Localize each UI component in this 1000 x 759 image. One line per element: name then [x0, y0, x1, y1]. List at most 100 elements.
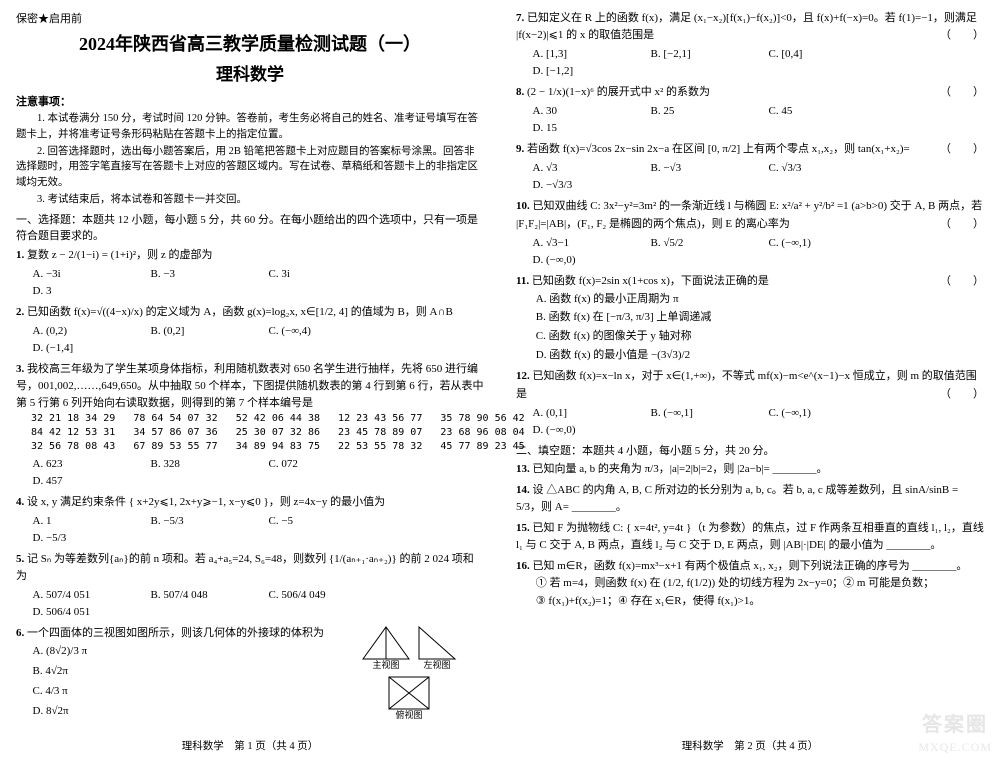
- q1-opt-c: C. 3i: [269, 266, 379, 283]
- title-main: 2024年陕西省高三教学质量检测试题（一）: [16, 30, 484, 56]
- q9-opt-c: C. √3/3: [769, 160, 879, 177]
- page-2: 7. 已知定义在 R 上的函数 f(x)，满足 (x₁−x₂)[f(x₁)−f(…: [500, 0, 1000, 759]
- question-12: 12. 已知函数 f(x)=x−ln x，对于 x∈(1,+∞)，不等式 mf(…: [516, 368, 984, 438]
- q11-opt-b: B. 函数 f(x) 在 [−π/3, π/3] 上单调递减: [536, 308, 984, 327]
- question-6: 主视图 左视图 俯视图 6. 一个四面体的三视图如图所示，则该几何体的外接球的: [16, 625, 484, 721]
- q12-opt-a: A. (0,1]: [533, 405, 643, 422]
- q5-opt-b: B. 507/4 048: [151, 587, 261, 604]
- q12-opt-d: D. (−∞,0): [533, 422, 643, 439]
- q2-opt-a: A. (0,2): [33, 323, 143, 340]
- q11-text: 已知函数 f(x)=2sin x(1+cos x)，下面说法正确的是: [532, 275, 769, 287]
- secret-mark: 保密★启用前: [16, 10, 484, 26]
- q7-opt-c: C. [0,4]: [769, 46, 879, 63]
- side-view-label: 左视图: [417, 659, 457, 673]
- q7-opt-b: B. [−2,1]: [651, 46, 761, 63]
- q9-opt-a: A. √3: [533, 160, 643, 177]
- q8-paren: （ ）: [940, 84, 984, 101]
- q1-opt-a: A. −3i: [33, 266, 143, 283]
- q11-opt-c: C. 函数 f(x) 的图像关于 y 轴对称: [536, 327, 984, 346]
- q10-text: 已知双曲线 C: 3x²−y²=3m² 的一条渐近线 l 与椭圆 E: x²/a…: [516, 200, 982, 229]
- question-11: 11. 已知函数 f(x)=2sin x(1+cos x)，下面说法正确的是（ …: [516, 273, 984, 365]
- q9-opt-d: D. −√3/3: [533, 177, 643, 194]
- q2-opt-c: C. (−∞,4): [269, 323, 379, 340]
- q8-opt-a: A. 30: [533, 103, 643, 120]
- q8-opt-c: C. 45: [769, 103, 879, 120]
- q15-text: 已知 F 为抛物线 C: { x=4t², y=4t }（t 为参数）的焦点，过…: [516, 522, 984, 551]
- q13-text: 已知向量 a, b 的夹角为 π/3，|a|=2|b|=2，则 |2a−b|= …: [533, 463, 828, 475]
- q9-opt-b: B. −√3: [651, 160, 761, 177]
- q5-opt-d: D. 506/4 051: [33, 604, 143, 621]
- front-view-icon: [361, 625, 411, 661]
- q4-opt-d: D. −5/3: [33, 530, 143, 547]
- q3-opt-b: B. 328: [151, 456, 261, 473]
- q16-item-2: ③ f(x₁)+f(x₂)=1；④ 存在 x₁∈R，使得 f(x₁)>1。: [536, 593, 984, 611]
- question-4: 4. 设 x, y 满足约束条件 { x+2y⩽1, 2x+y⩾−1, x−y⩽…: [16, 494, 484, 547]
- q2-opt-d: D. (−1,4]: [33, 340, 143, 357]
- question-14: 14. 设 △ABC 的内角 A, B, C 所对边的长分别为 a, b, c。…: [516, 482, 984, 516]
- q12-paren: （ ）: [940, 386, 984, 403]
- q8-text: (2 − 1/x)(1−x)⁶ 的展开式中 x² 的系数为: [527, 86, 710, 98]
- question-16: 16. 已知 m∈R，函数 f(x)=mx³−x+1 有两个极值点 x₁, x₂…: [516, 558, 984, 610]
- q3-opt-c: C. 072: [269, 456, 379, 473]
- front-view-label: 主视图: [361, 659, 411, 673]
- q9-text: 若函数 f(x)=√3cos 2x−sin 2x−a 在区间 [0, π/2] …: [527, 143, 910, 155]
- question-3: 3. 我校高三年级为了学生某项身体指标，利用随机数表对 650 名学生进行抽样，…: [16, 361, 484, 490]
- q5-opt-a: A. 507/4 051: [33, 587, 143, 604]
- q7-paren: （ ）: [940, 27, 984, 44]
- notice-heading: 注意事项：: [16, 93, 484, 109]
- footer-2: 理科数学 第 2 页（共 4 页）: [500, 738, 1000, 753]
- q2-opt-b: B. (0,2]: [151, 323, 261, 340]
- question-10: 10. 已知双曲线 C: 3x²−y²=3m² 的一条渐近线 l 与椭圆 E: …: [516, 198, 984, 268]
- section-1-head: 一、选择题：本题共 12 小题，每小题 5 分，共 60 分。在每小题给出的四个…: [16, 212, 484, 245]
- q1-opt-d: D. 3: [33, 283, 143, 300]
- question-9: 9. 若函数 f(x)=√3cos 2x−sin 2x−a 在区间 [0, π/…: [516, 141, 984, 194]
- notice-2: 2. 回答选择题时，选出每小题答案后，用 2B 铅笔把答题卡上对应题目的答案标号…: [16, 144, 484, 191]
- title-sub: 理科数学: [16, 60, 484, 85]
- question-13: 13. 已知向量 a, b 的夹角为 π/3，|a|=2|b|=2，则 |2a−…: [516, 461, 984, 478]
- q14-text: 设 △ABC 的内角 A, B, C 所对边的长分别为 a, b, c。若 b,…: [516, 484, 958, 513]
- q9-paren: （ ）: [940, 141, 984, 158]
- notice-1: 1. 本试卷满分 150 分，考试时间 120 分钟。答卷前，考生务必将自己的姓…: [16, 111, 484, 143]
- question-5: 5. 记 Sₙ 为等差数列{aₙ}的前 n 项和。若 a₄+a₅=24, S₆=…: [16, 551, 484, 621]
- top-view-label: 俯视图: [334, 709, 484, 723]
- q3-opt-a: A. 623: [33, 456, 143, 473]
- q16-text: 已知 m∈R，函数 f(x)=mx³−x+1 有两个极值点 x₁, x₂，则下列…: [533, 560, 968, 572]
- q6-text: 一个四面体的三视图如图所示，则该几何体的外接球的体积为: [27, 627, 324, 639]
- q12-opt-c: C. (−∞,1): [769, 405, 879, 422]
- q5-text: 记 Sₙ 为等差数列{aₙ}的前 n 项和。若 a₄+a₅=24, S₆=48，…: [16, 553, 474, 582]
- q10-paren: （ ）: [940, 216, 984, 233]
- q11-paren: （ ）: [940, 273, 984, 290]
- q4-opt-a: A. 1: [33, 513, 143, 530]
- q12-opt-b: B. (−∞,1]: [651, 405, 761, 422]
- q4-opt-c: C. −5: [269, 513, 379, 530]
- watermark-text: 答案圈: [922, 708, 988, 737]
- q3-text: 我校高三年级为了学生某项身体指标，利用随机数表对 650 名学生进行抽样，先将 …: [16, 363, 484, 409]
- q7-opt-a: A. [1,3]: [533, 46, 643, 63]
- q3-opt-d: D. 457: [33, 473, 143, 490]
- q10-opt-b: B. √5/2: [651, 235, 761, 252]
- q1-text: 复数 z − 2/(1−i) = (1+i)²，则 z 的虚部为: [27, 249, 212, 261]
- q10-opt-d: D. (−∞,0): [533, 252, 643, 269]
- q8-opt-d: D. 15: [533, 120, 643, 137]
- question-1: 1. 复数 z − 2/(1−i) = (1+i)²，则 z 的虚部为 A. −…: [16, 247, 484, 300]
- q5-opt-c: C. 506/4 049: [269, 587, 379, 604]
- question-15: 15. 已知 F 为抛物线 C: { x=4t², y=4t }（t 为参数）的…: [516, 520, 984, 554]
- question-8: 8. (2 − 1/x)(1−x)⁶ 的展开式中 x² 的系数为（ ） A. 3…: [516, 84, 984, 137]
- q2-text: 已知函数 f(x)=√((4−x)/x) 的定义域为 A，函数 g(x)=log…: [27, 306, 453, 318]
- q7-opt-d: D. [−1,2]: [533, 63, 643, 80]
- page-1: 保密★启用前 2024年陕西省高三教学质量检测试题（一） 理科数学 注意事项： …: [0, 0, 500, 759]
- q10-opt-c: C. (−∞,1): [769, 235, 879, 252]
- q3-number-table: 32 21 18 34 29 78 64 54 07 32 52 42 06 4…: [31, 412, 484, 454]
- q12-text: 已知函数 f(x)=x−ln x，对于 x∈(1,+∞)，不等式 mf(x)−m…: [516, 370, 977, 399]
- notice-3: 3. 考试结束后，将本试卷和答题卡一并交回。: [16, 192, 484, 208]
- side-view-icon: [417, 625, 457, 661]
- q6-diagram: 主视图 左视图 俯视图: [334, 625, 484, 715]
- q16-item-1: ① 若 m=4，则函数 f(x) 在 (1/2, f(1/2)) 处的切线方程为…: [536, 575, 984, 593]
- q4-opt-b: B. −5/3: [151, 513, 261, 530]
- footer-1: 理科数学 第 1 页（共 4 页）: [0, 738, 500, 753]
- question-7: 7. 已知定义在 R 上的函数 f(x)，满足 (x₁−x₂)[f(x₁)−f(…: [516, 10, 984, 80]
- q7-text: 已知定义在 R 上的函数 f(x)，满足 (x₁−x₂)[f(x₁)−f(x₂)…: [516, 12, 977, 41]
- q11-opt-a: A. 函数 f(x) 的最小正周期为 π: [536, 290, 984, 309]
- question-2: 2. 已知函数 f(x)=√((4−x)/x) 的定义域为 A，函数 g(x)=…: [16, 304, 484, 357]
- q1-opt-b: B. −3: [151, 266, 261, 283]
